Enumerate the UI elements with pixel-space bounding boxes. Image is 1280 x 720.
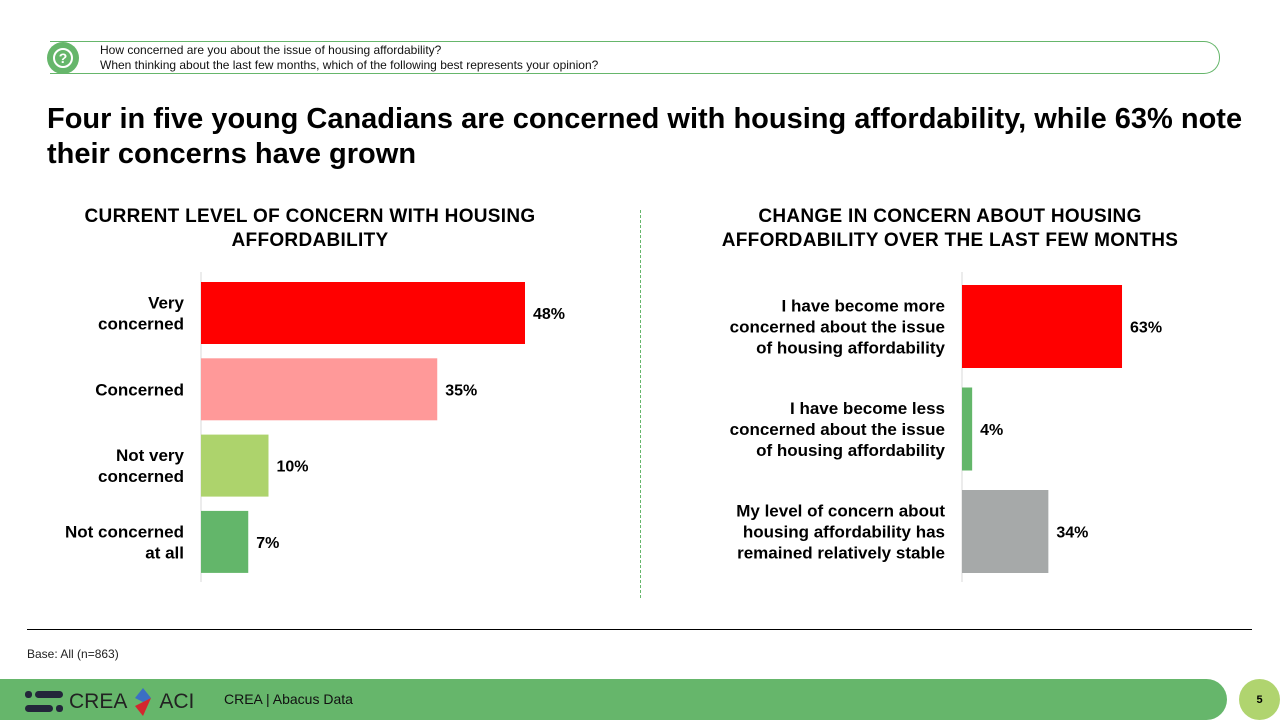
divider (640, 210, 641, 598)
category-label: I have become more (782, 297, 945, 316)
category-label: I have become less (790, 399, 945, 418)
category-label: remained relatively stable (737, 544, 945, 563)
category-label: of housing affordability (756, 441, 945, 460)
logo: CREA ACI (25, 688, 194, 716)
bar (962, 285, 1123, 368)
footer-rule (27, 629, 1252, 630)
data-label: 48% (533, 306, 565, 323)
data-label: 4% (980, 422, 1003, 439)
category-label: concerned (98, 467, 184, 486)
footer-bar (0, 679, 1227, 720)
category-label: My level of concern about (736, 502, 945, 521)
bar (201, 510, 249, 573)
category-label: housing affordability has (743, 523, 945, 542)
logo-diamond-icon (135, 688, 152, 716)
logo-mark-icon (25, 691, 63, 712)
data-label: 34% (1056, 525, 1088, 542)
right-chart-title: CHANGE IN CONCERN ABOUT HOUSING AFFORDAB… (721, 206, 1179, 251)
category-label: Concerned (95, 380, 184, 399)
category-label: concerned (98, 315, 184, 334)
bar (962, 490, 1049, 573)
bar (201, 282, 525, 344)
bar (201, 434, 269, 497)
left-chart-title: CURRENT LEVEL OF CONCERN WITH HOUSING AF… (84, 206, 536, 251)
base-note: Base: All (n=863) (27, 647, 119, 661)
question-line-2: When thinking about the last few months,… (100, 58, 599, 72)
category-label: Very (148, 294, 184, 313)
bar (962, 387, 973, 471)
page-number: 5 (1239, 679, 1280, 720)
category-label: at all (145, 543, 184, 562)
data-label: 10% (277, 459, 309, 476)
question-box (50, 41, 1220, 74)
data-label: 7% (256, 535, 279, 552)
category-label: concerned about the issue (730, 420, 945, 439)
category-label: concerned about the issue (730, 318, 945, 337)
bar (201, 358, 438, 421)
question-text: How concerned are you about the issue of… (100, 43, 598, 73)
footer-source: CREA | Abacus Data (224, 691, 353, 707)
question-line-1: How concerned are you about the issue of… (100, 43, 442, 57)
data-label: 35% (445, 382, 477, 399)
category-label: Not very (116, 446, 185, 465)
data-label: 63% (1130, 320, 1162, 337)
logo-aci: ACI (159, 690, 195, 713)
category-label: of housing affordability (756, 339, 945, 358)
category-label: Not concerned (65, 522, 184, 541)
logo-crea: CREA (69, 690, 128, 713)
question-icon: ? (47, 42, 79, 74)
page-title: Four in five young Canadians are concern… (47, 103, 1243, 170)
